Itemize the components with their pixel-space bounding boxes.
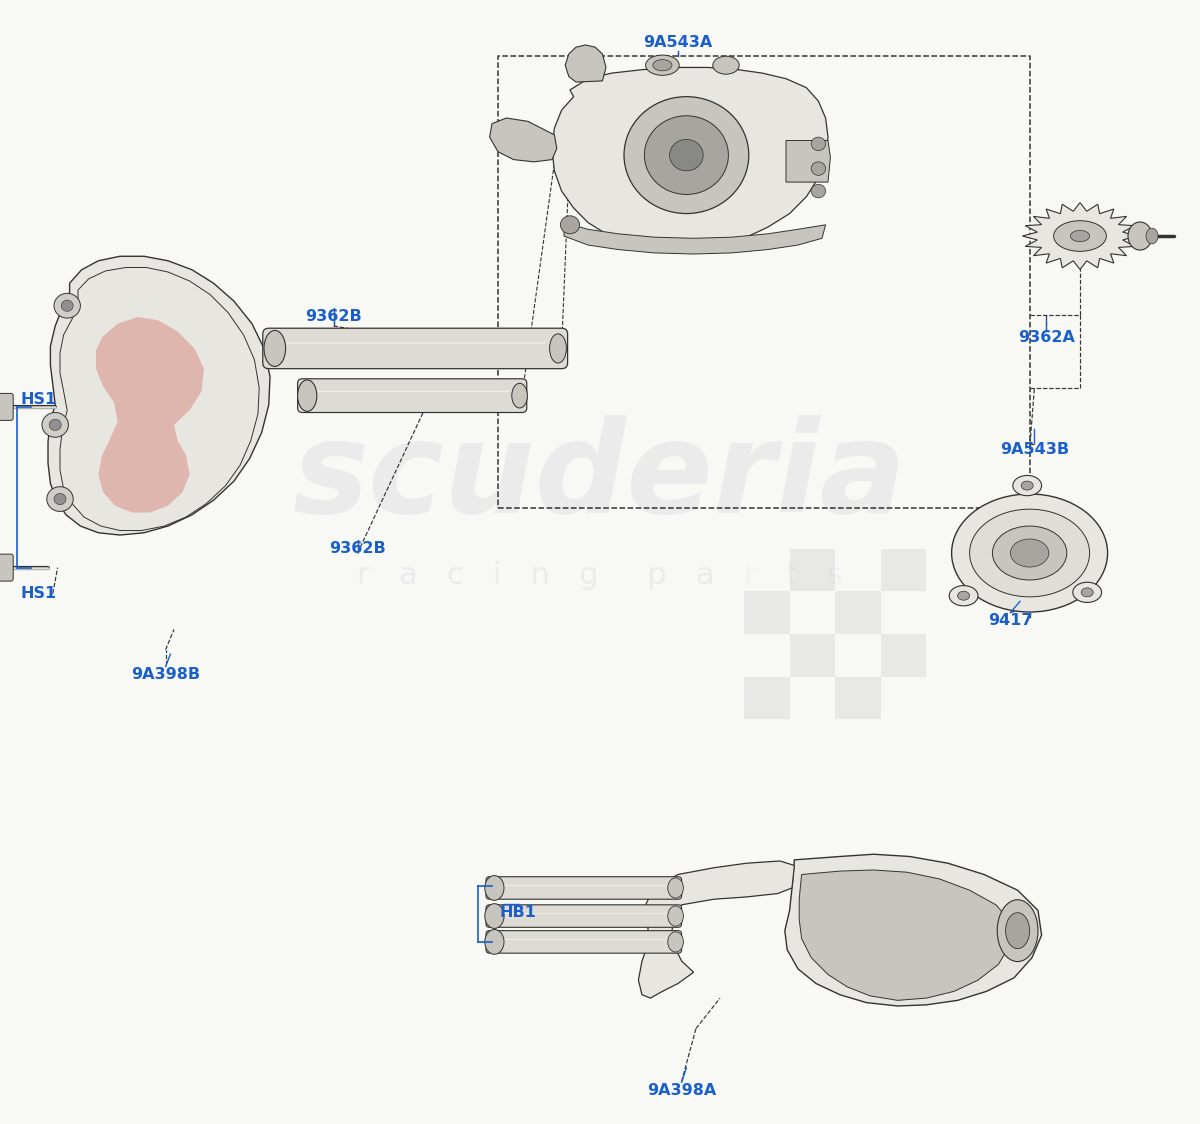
Ellipse shape (970, 509, 1090, 597)
Ellipse shape (1128, 223, 1152, 251)
Ellipse shape (958, 591, 970, 600)
Polygon shape (48, 256, 270, 535)
Text: r   a   c   i   n   g     p   a   r   t   s: r a c i n g p a r t s (358, 561, 842, 590)
Ellipse shape (653, 60, 672, 71)
Ellipse shape (485, 930, 504, 954)
Polygon shape (785, 854, 1042, 1006)
Polygon shape (881, 549, 926, 591)
Text: 9417: 9417 (988, 613, 1033, 628)
Text: 9362B: 9362B (329, 541, 386, 556)
Circle shape (644, 116, 728, 194)
Polygon shape (638, 861, 794, 998)
Circle shape (560, 216, 580, 234)
Text: 9A543A: 9A543A (643, 35, 713, 51)
Ellipse shape (550, 334, 566, 363)
Ellipse shape (992, 526, 1067, 580)
FancyBboxPatch shape (0, 554, 13, 581)
Circle shape (49, 419, 61, 430)
Ellipse shape (952, 495, 1108, 611)
Ellipse shape (1021, 481, 1033, 490)
Polygon shape (786, 140, 830, 182)
FancyBboxPatch shape (486, 931, 682, 953)
Circle shape (42, 413, 68, 437)
Polygon shape (744, 549, 790, 591)
Ellipse shape (646, 55, 679, 75)
Text: 9362B: 9362B (305, 309, 362, 325)
Ellipse shape (511, 383, 528, 408)
FancyBboxPatch shape (263, 328, 568, 369)
Polygon shape (744, 591, 790, 634)
Circle shape (61, 300, 73, 311)
Polygon shape (790, 677, 835, 719)
FancyBboxPatch shape (0, 393, 13, 420)
Text: 9362A: 9362A (1018, 329, 1075, 345)
Text: HS1: HS1 (20, 586, 56, 601)
Polygon shape (744, 677, 790, 719)
Polygon shape (835, 591, 881, 634)
Polygon shape (835, 549, 881, 591)
Polygon shape (1022, 202, 1138, 270)
Polygon shape (881, 677, 926, 719)
Ellipse shape (667, 932, 683, 952)
Polygon shape (96, 317, 204, 513)
Circle shape (54, 493, 66, 505)
Circle shape (670, 139, 703, 171)
Polygon shape (790, 549, 835, 591)
Ellipse shape (997, 899, 1038, 962)
Ellipse shape (1054, 220, 1106, 252)
Ellipse shape (1013, 475, 1042, 496)
Polygon shape (490, 118, 557, 162)
Ellipse shape (713, 56, 739, 74)
Ellipse shape (1006, 913, 1030, 949)
Text: HB1: HB1 (500, 905, 536, 921)
Ellipse shape (264, 330, 286, 366)
Text: 9A398A: 9A398A (647, 1082, 716, 1098)
Ellipse shape (1081, 588, 1093, 597)
Polygon shape (881, 591, 926, 634)
Polygon shape (835, 634, 881, 677)
Polygon shape (552, 67, 828, 250)
Polygon shape (565, 45, 606, 82)
Ellipse shape (1073, 582, 1102, 602)
Text: 9A398B: 9A398B (131, 667, 200, 682)
FancyBboxPatch shape (486, 877, 682, 899)
Ellipse shape (667, 878, 683, 898)
Ellipse shape (298, 380, 317, 411)
FancyBboxPatch shape (486, 905, 682, 927)
Ellipse shape (485, 904, 504, 928)
Circle shape (811, 137, 826, 151)
Text: 9A543B: 9A543B (1000, 442, 1069, 457)
Ellipse shape (1070, 230, 1090, 242)
Circle shape (624, 97, 749, 214)
Polygon shape (564, 223, 826, 254)
Ellipse shape (485, 876, 504, 900)
Circle shape (811, 162, 826, 175)
Polygon shape (835, 677, 881, 719)
Ellipse shape (949, 586, 978, 606)
Ellipse shape (1010, 540, 1049, 566)
Polygon shape (744, 634, 790, 677)
Ellipse shape (667, 906, 683, 926)
Text: HS1: HS1 (20, 391, 56, 407)
Ellipse shape (1146, 228, 1158, 244)
Polygon shape (790, 591, 835, 634)
Text: scuderia: scuderia (293, 415, 907, 541)
Polygon shape (799, 870, 1010, 1000)
Polygon shape (790, 634, 835, 677)
Polygon shape (881, 634, 926, 677)
FancyBboxPatch shape (298, 379, 527, 413)
Circle shape (54, 293, 80, 318)
Circle shape (47, 487, 73, 511)
Circle shape (811, 184, 826, 198)
